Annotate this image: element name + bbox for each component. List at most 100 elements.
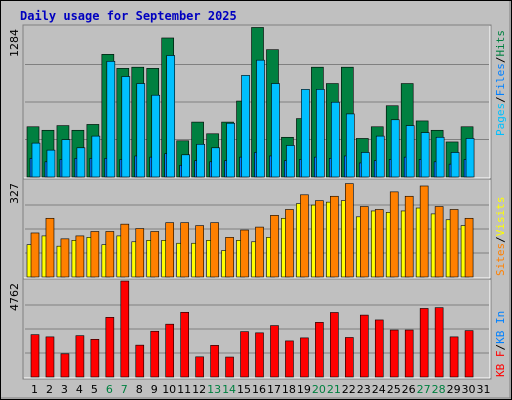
bar-sites-day-21 [330, 195, 339, 278]
day-label-23: 23 [357, 383, 371, 396]
ymax-label-hits-files-pages: 1284 [8, 29, 21, 57]
bar-kb-f-day-11 [180, 311, 189, 378]
legend-bottom: KB F/KB In [494, 311, 507, 377]
bar-kb-f-day-20 [315, 322, 324, 378]
legend-item-top-1: / [494, 96, 507, 103]
day-label-29: 29 [447, 383, 461, 396]
bar-pages-day-8 [136, 83, 146, 178]
bar-kb-f-day-28 [434, 307, 444, 378]
bar-sites-day-10 [165, 222, 175, 278]
day-label-6: 6 [106, 383, 113, 396]
bar-sites-day-23 [359, 206, 369, 278]
legend-item-bottom-0: KB F [494, 351, 507, 378]
ymax-label-kbin-kbf: 4762 [8, 283, 21, 311]
legend-middle: Sites/Visits [494, 197, 507, 277]
bar-kb-f-day-4 [75, 335, 85, 378]
bar-pages-day-3 [61, 139, 71, 178]
bar-pages-day-17 [271, 83, 280, 178]
bar-sites-day-6 [105, 231, 115, 278]
day-label-16: 16 [252, 383, 266, 396]
day-label-26: 26 [402, 383, 416, 396]
legend-item-bottom-2: KB In [494, 311, 507, 344]
bar-sites-day-30 [464, 217, 474, 278]
bar-pages-day-16 [256, 59, 265, 178]
bar-pages-day-20 [316, 89, 325, 178]
bar-sites-day-22 [345, 183, 354, 278]
legend-item-middle-2: Visits [494, 197, 507, 237]
bar-pages-day-7 [121, 76, 131, 178]
bar-kb-f-day-19 [300, 337, 309, 378]
day-label-15: 15 [237, 383, 251, 396]
bar-pages-day-11 [181, 154, 190, 178]
bar-kb-f-day-3 [60, 353, 70, 378]
day-label-1: 1 [31, 383, 38, 396]
bar-pages-day-1 [31, 142, 41, 178]
bar-sites-day-5 [90, 231, 100, 278]
bar-pages-day-24 [375, 135, 385, 178]
day-label-12: 12 [192, 383, 206, 396]
bar-sites-day-26 [404, 195, 414, 278]
bar-kb-f-day-8 [135, 344, 145, 378]
bar-kb-f-day-24 [374, 319, 384, 378]
bar-kb-f-day-29 [449, 336, 459, 378]
day-label-7: 7 [121, 383, 128, 396]
bar-sites-day-3 [60, 238, 70, 278]
bar-kb-f-day-1 [30, 334, 40, 378]
bar-kb-f-day-10 [165, 323, 175, 378]
bar-kb-f-day-16 [255, 332, 264, 378]
bar-sites-day-25 [389, 191, 399, 278]
bar-pages-day-18 [286, 145, 295, 178]
bar-kb-f-day-9 [150, 330, 160, 378]
bar-kb-f-day-14 [225, 356, 234, 378]
day-label-9: 9 [151, 383, 158, 396]
day-label-21: 21 [327, 383, 341, 396]
bar-sites-day-7 [120, 223, 130, 278]
bar-pages-day-12 [196, 143, 205, 178]
bar-pages-day-23 [360, 152, 370, 178]
bar-kb-f-day-26 [404, 329, 414, 378]
bar-pages-day-28 [435, 136, 445, 178]
bar-pages-day-5 [91, 135, 101, 178]
day-label-22: 22 [342, 383, 356, 396]
day-label-3: 3 [61, 383, 68, 396]
bar-kb-f-day-7 [120, 280, 130, 378]
bar-kb-f-day-6 [105, 317, 115, 378]
bar-pages-day-9 [151, 94, 161, 178]
day-label-17: 17 [267, 383, 281, 396]
bar-pages-day-6 [106, 61, 116, 178]
chart-title: Daily usage for September 2025 [20, 9, 237, 23]
bar-sites-day-9 [150, 231, 160, 278]
bar-kb-f-day-21 [330, 312, 339, 378]
bar-pages-day-10 [166, 55, 176, 178]
bar-kb-f-day-13 [210, 345, 219, 378]
bar-pages-day-21 [331, 101, 340, 178]
bar-kb-f-day-30 [464, 330, 474, 378]
day-label-25: 25 [387, 383, 401, 396]
bar-sites-day-29 [449, 209, 459, 278]
bar-kb-f-day-15 [240, 331, 249, 378]
bar-sites-day-4 [75, 235, 85, 278]
bar-pages-day-13 [211, 147, 220, 178]
bar-pages-day-27 [420, 132, 430, 178]
bar-kb-f-day-18 [285, 340, 294, 378]
day-label-8: 8 [136, 383, 143, 396]
bar-sites-day-28 [434, 206, 444, 278]
day-label-31: 31 [477, 383, 491, 396]
bar-sites-day-8 [135, 228, 145, 278]
day-label-24: 24 [372, 383, 386, 396]
legend-item-middle-1: / [494, 236, 507, 243]
bar-kb-f-day-27 [419, 308, 429, 378]
bar-sites-day-12 [195, 225, 204, 278]
day-label-14: 14 [222, 383, 236, 396]
day-label-10: 10 [162, 383, 176, 396]
bar-sites-day-19 [300, 194, 309, 278]
bar-sites-day-14 [225, 237, 234, 278]
day-label-28: 28 [432, 383, 446, 396]
bar-sites-day-18 [285, 209, 294, 278]
legend-item-top-4: Hits [494, 30, 507, 57]
bar-pages-day-29 [450, 152, 460, 178]
legend-item-top-0: Pages [494, 103, 507, 136]
bar-kb-f-day-12 [195, 356, 204, 378]
day-label-19: 19 [297, 383, 311, 396]
